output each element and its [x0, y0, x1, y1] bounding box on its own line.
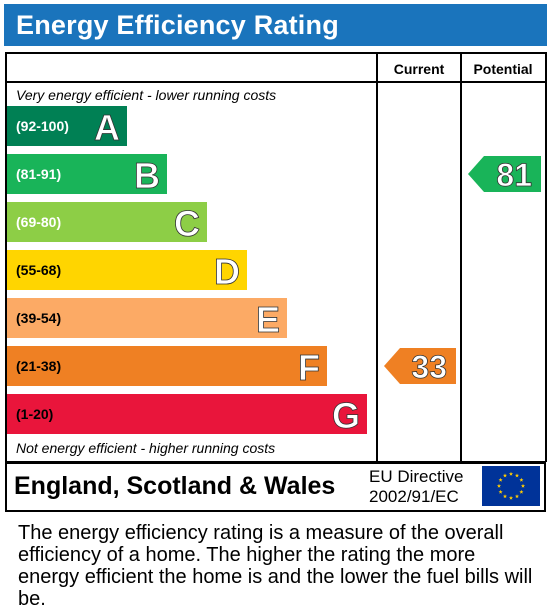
flag-star	[519, 489, 524, 494]
band-range-e: (39-54)	[16, 310, 61, 326]
band-letter-d: D	[214, 251, 240, 292]
flag-star	[519, 477, 524, 482]
band-letter-c: C	[174, 203, 200, 244]
band-letter-b: B	[134, 155, 160, 196]
chart-frame	[5, 52, 547, 462]
header-bar: Energy Efficiency Rating	[4, 4, 547, 46]
band-range-c: (69-80)	[16, 214, 61, 230]
potential-rating-marker: 81	[468, 156, 541, 193]
footer-box	[5, 462, 546, 512]
directive-line-2: 2002/91/EC	[369, 487, 459, 506]
band-letter-e: E	[256, 299, 280, 340]
band-a: (92-100) A	[7, 106, 127, 148]
flag-star	[502, 473, 508, 478]
band-bar-e	[7, 298, 287, 338]
flag-star	[502, 494, 508, 499]
eu-directive: EU Directive 2002/91/EC	[369, 467, 463, 507]
band-bar-a	[7, 106, 127, 146]
flag-star	[508, 495, 514, 500]
flag-star	[508, 471, 514, 476]
band-letter-f: F	[298, 347, 320, 388]
column-header-potential: Potential	[473, 61, 532, 77]
band-f: (21-38) F	[7, 346, 327, 388]
flag-star	[514, 494, 520, 499]
potential-rating-marker-arrow	[468, 156, 541, 192]
band-b: (81-91) B	[7, 154, 167, 196]
current-rating-marker-value: 33	[411, 349, 447, 385]
band-c: (69-80) C	[7, 202, 207, 244]
current-rating-marker-arrow	[384, 348, 456, 384]
top-note: Very energy efficient - lower running co…	[16, 87, 276, 103]
band-bar-g	[7, 394, 367, 434]
band-bar-b	[7, 154, 167, 194]
flag-star	[520, 483, 526, 488]
potential-rating-marker-value: 81	[496, 157, 532, 193]
band-range-d: (55-68)	[16, 262, 61, 278]
flag-star	[514, 473, 520, 478]
eu-flag-icon	[482, 466, 540, 506]
band-range-g: (1-20)	[16, 406, 53, 422]
flag-star	[498, 477, 503, 482]
rating-description: The energy efficiency rating is a measur…	[18, 522, 533, 610]
flag-star	[496, 483, 502, 488]
current-rating-marker: 33	[384, 348, 456, 385]
band-range-f: (21-38)	[16, 358, 61, 374]
band-bar-d	[7, 250, 247, 290]
flag-star	[498, 489, 503, 494]
band-letter-a: A	[94, 107, 120, 148]
band-bar-f	[7, 346, 327, 386]
directive-line-1: EU Directive	[369, 467, 464, 486]
column-header-current: Current	[394, 61, 445, 77]
band-e: (39-54) E	[7, 298, 287, 340]
band-range-b: (81-91)	[16, 166, 61, 182]
band-bar-c	[7, 202, 207, 242]
rating-chart: Current Potential Very energy efficient …	[5, 52, 547, 462]
bottom-note: Not energy efficient - higher running co…	[16, 440, 275, 456]
band-d: (55-68) D	[7, 250, 247, 292]
page-title: Energy Efficiency Rating	[16, 10, 339, 40]
region-label: England, Scotland & Wales	[14, 472, 336, 500]
band-range-a: (92-100)	[16, 118, 69, 134]
band-g: (1-20) G	[7, 394, 367, 436]
band-letter-g: G	[332, 395, 360, 436]
